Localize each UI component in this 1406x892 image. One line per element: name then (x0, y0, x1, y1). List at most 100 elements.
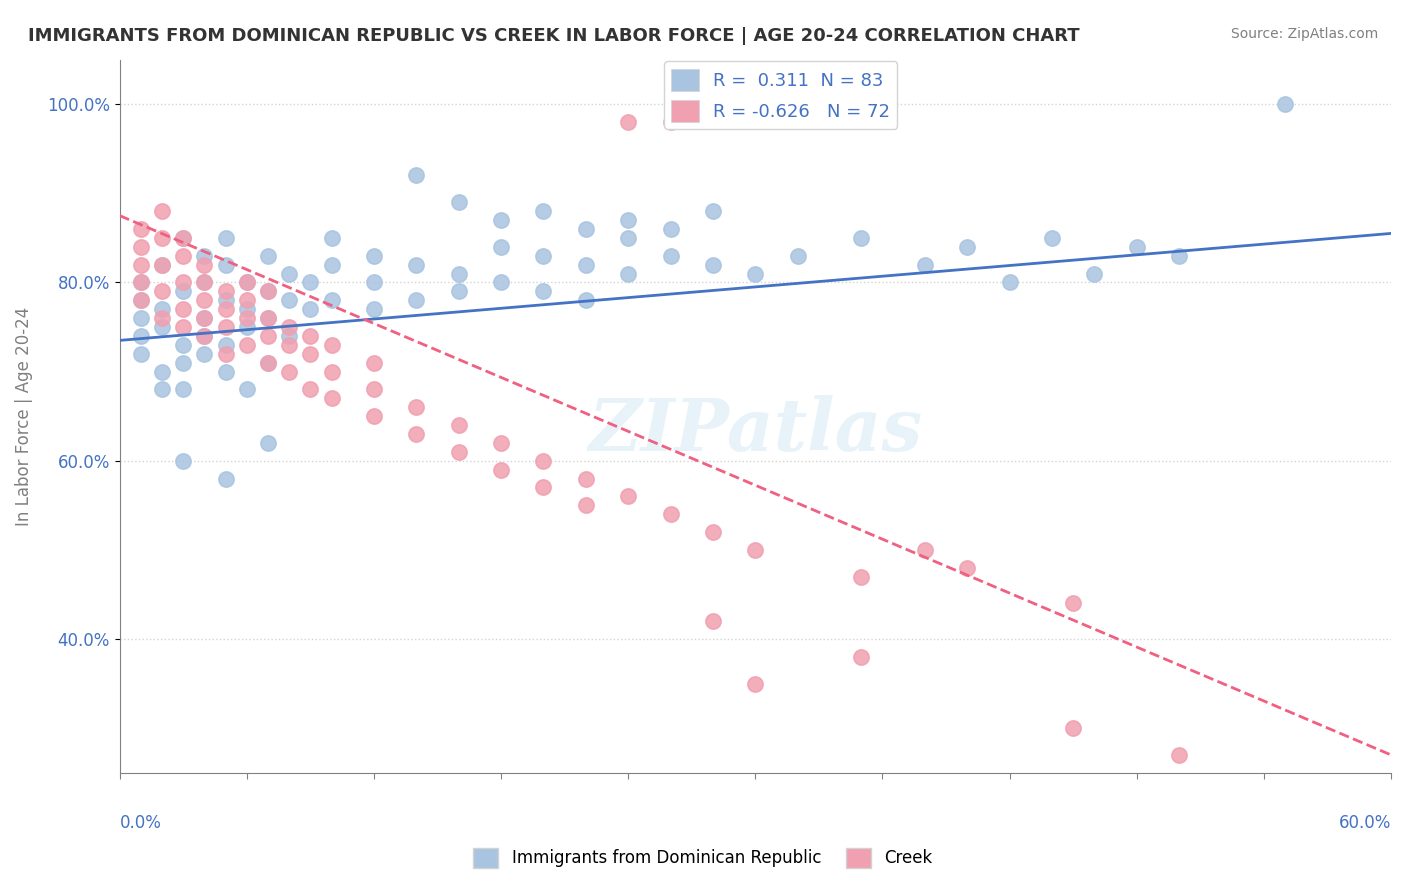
Point (447, 418, 470, 433)
Point (257, 356, 280, 370)
Point (321, 392, 343, 406)
Point (278, 338, 301, 352)
Point (1168, 747, 1191, 762)
Point (914, 258, 936, 272)
Text: IMMIGRANTS FROM DOMINICAN REPUBLIC VS CREEK IN LABOR FORCE | AGE 20-24 CORRELATI: IMMIGRANTS FROM DOMINICAN REPUBLIC VS CR… (28, 27, 1080, 45)
Point (193, 258, 215, 272)
Point (193, 276, 215, 290)
Point (489, 463, 512, 477)
Point (172, 320, 194, 334)
Point (214, 293, 236, 308)
Point (235, 302, 257, 317)
Point (956, 560, 979, 574)
Point (278, 320, 301, 334)
Point (447, 195, 470, 210)
Text: ZIPatlas: ZIPatlas (588, 395, 922, 466)
Point (150, 320, 173, 334)
Point (575, 258, 598, 272)
Point (321, 293, 343, 308)
Point (129, 311, 152, 326)
Point (299, 347, 322, 361)
Point (914, 542, 936, 557)
Point (150, 231, 173, 245)
Point (363, 356, 385, 370)
Point (150, 285, 173, 299)
Point (1062, 721, 1084, 735)
Point (575, 293, 598, 308)
Point (531, 285, 554, 299)
Point (235, 383, 257, 397)
Point (129, 258, 152, 272)
Point (278, 329, 301, 343)
Point (129, 293, 152, 308)
Point (617, 231, 640, 245)
Point (956, 240, 979, 254)
Point (531, 454, 554, 468)
Point (150, 302, 173, 317)
Point (617, 213, 640, 227)
Point (299, 329, 322, 343)
Point (235, 338, 257, 352)
Point (214, 472, 236, 486)
Point (851, 231, 873, 245)
Point (405, 169, 427, 183)
Point (193, 329, 215, 343)
Point (447, 267, 470, 281)
Point (278, 365, 301, 379)
Point (405, 427, 427, 442)
Point (744, 267, 766, 281)
Point (172, 249, 194, 263)
Point (214, 258, 236, 272)
Point (172, 285, 194, 299)
Point (150, 383, 173, 397)
Point (575, 222, 598, 236)
Point (193, 311, 215, 326)
Text: 60.0%: 60.0% (1339, 814, 1391, 832)
Point (214, 338, 236, 352)
Point (235, 276, 257, 290)
Point (405, 401, 427, 415)
Point (617, 115, 640, 129)
Point (405, 293, 427, 308)
Point (321, 258, 343, 272)
Point (851, 649, 873, 664)
Point (1125, 240, 1147, 254)
Point (744, 676, 766, 690)
Point (193, 293, 215, 308)
Point (363, 302, 385, 317)
Point (531, 249, 554, 263)
Point (172, 338, 194, 352)
Point (998, 276, 1021, 290)
Point (235, 311, 257, 326)
Legend: R =  0.311  N = 83, R = -0.626   N = 72: R = 0.311 N = 83, R = -0.626 N = 72 (664, 62, 897, 129)
Point (193, 249, 215, 263)
Point (150, 204, 173, 219)
Point (321, 231, 343, 245)
Point (321, 338, 343, 352)
Point (659, 222, 682, 236)
Legend: Immigrants from Dominican Republic, Creek: Immigrants from Dominican Republic, Cree… (467, 841, 939, 875)
Point (489, 240, 512, 254)
Point (172, 231, 194, 245)
Point (617, 267, 640, 281)
Point (257, 249, 280, 263)
Point (363, 383, 385, 397)
Point (1062, 596, 1084, 610)
Point (447, 285, 470, 299)
Point (257, 311, 280, 326)
Point (257, 285, 280, 299)
Point (214, 285, 236, 299)
Point (299, 383, 322, 397)
Point (659, 507, 682, 521)
Point (1040, 231, 1063, 245)
Point (447, 445, 470, 459)
Point (193, 311, 215, 326)
Point (257, 285, 280, 299)
Y-axis label: In Labor Force | Age 20-24: In Labor Force | Age 20-24 (15, 307, 32, 525)
Point (363, 409, 385, 424)
Point (702, 614, 724, 628)
Point (129, 293, 152, 308)
Point (786, 249, 808, 263)
Point (278, 293, 301, 308)
Point (1083, 267, 1105, 281)
